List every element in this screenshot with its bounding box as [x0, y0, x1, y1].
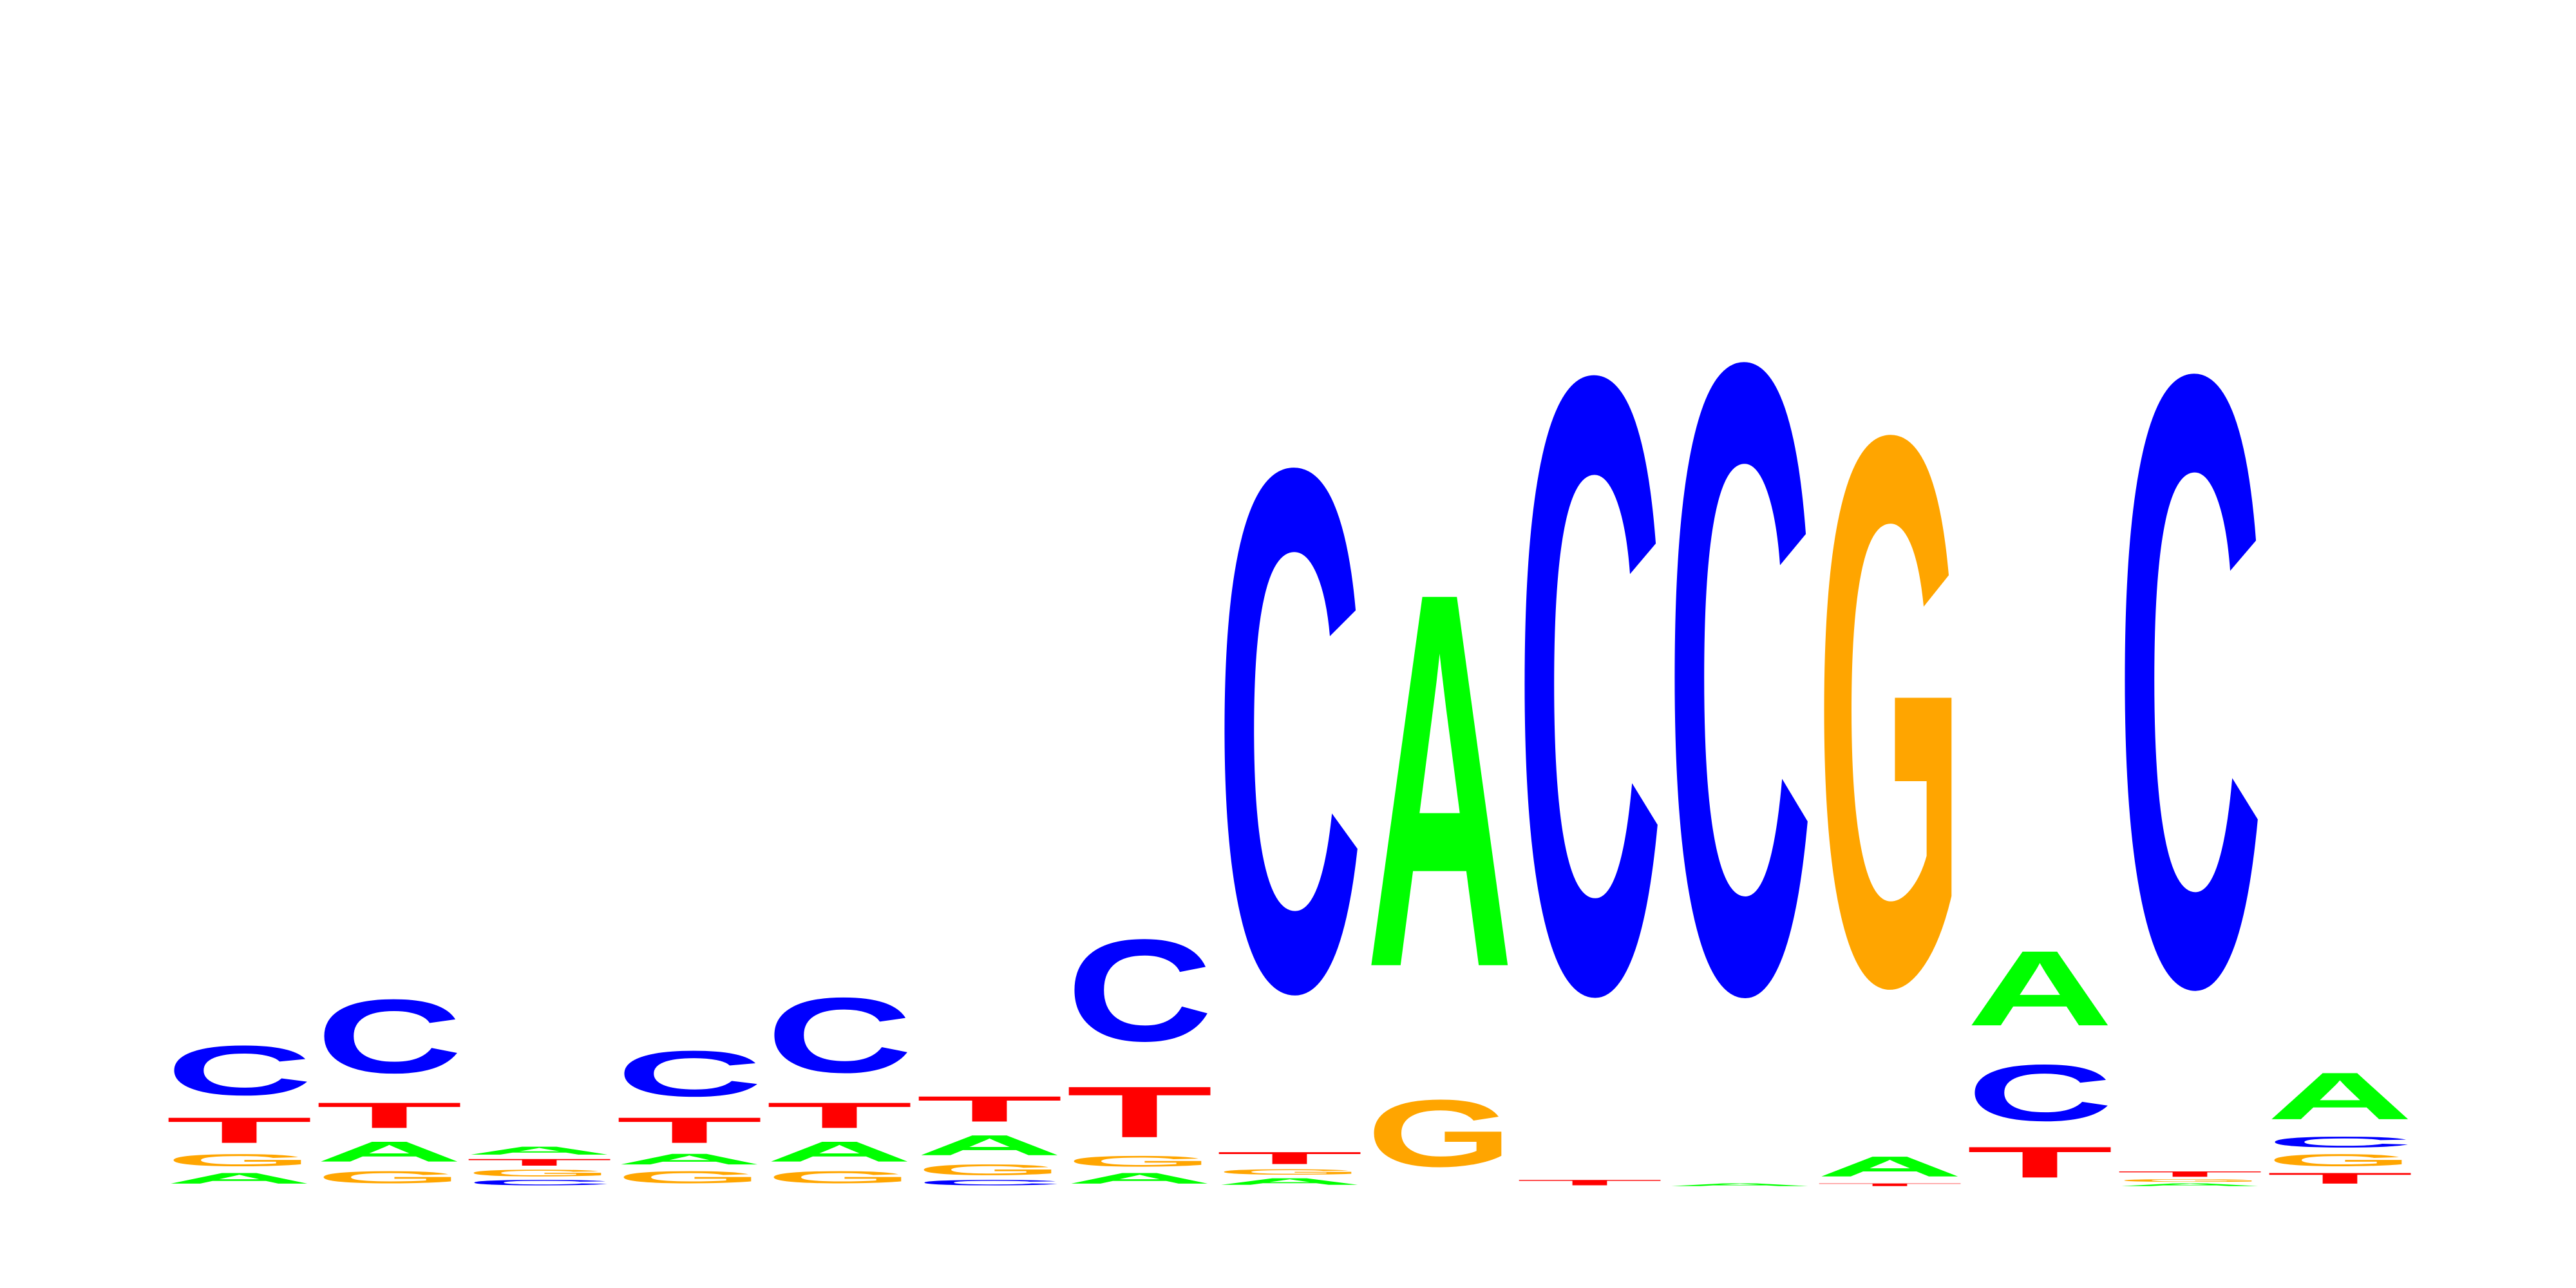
logo-letter-c: C [1217, 314, 1363, 1146]
logo-letter-t: T [2267, 1170, 2414, 1187]
logo-letter-a: A [1667, 1182, 1814, 1187]
logo-letter-g: G [1066, 1153, 1213, 1170]
logo-letter-c: C [2267, 1133, 2414, 1151]
logo-letter-t: T [616, 1110, 763, 1150]
logo-letter-g: G [2267, 1151, 2414, 1170]
logo-letter-c: C [916, 1179, 1063, 1187]
logo-letter-c: C [766, 976, 913, 1095]
logo-letter-t: T [1066, 1072, 1213, 1153]
logo-letter-c: C [1667, 176, 1814, 1180]
logo-letter-t: T [1967, 1137, 2114, 1186]
logo-letter-g: G [316, 1168, 463, 1187]
logo-column-11: AC [1667, 176, 1814, 1187]
logo-column-10: TC [1517, 194, 1663, 1187]
logo-letter-c: C [1066, 910, 1213, 1072]
logo-column-13: TCA [1967, 929, 2114, 1187]
logo-letter-t: T [916, 1088, 1063, 1129]
logo-letter-t: T [766, 1095, 913, 1135]
logo-letter-t: T [1817, 1182, 1964, 1187]
logo-letter-c: C [616, 1037, 763, 1110]
logo-letter-g: G [1367, 1081, 1513, 1187]
logo-column-9: GA [1367, 482, 1513, 1187]
logo-letter-a: A [766, 1135, 913, 1168]
logo-letter-c: C [466, 1179, 613, 1187]
logo-letter-a: A [916, 1129, 1063, 1161]
logo-letter-c: C [1967, 1048, 2114, 1137]
logo-letter-a: A [616, 1151, 763, 1168]
logo-letter-g: G [166, 1151, 313, 1170]
logo-letter-t: T [316, 1095, 463, 1135]
logo-letter-a: A [1066, 1170, 1213, 1187]
logo-letter-g: G [466, 1168, 613, 1179]
logo-letter-a: A [466, 1144, 613, 1157]
logo-letter-a: A [1367, 482, 1513, 1079]
logo-letter-a: A [2117, 1182, 2264, 1187]
logo-letter-t: T [166, 1110, 313, 1150]
logo-letter-c: C [2117, 194, 2264, 1168]
logo-letter-a: A [1817, 1151, 1964, 1183]
logo-letter-t: T [1217, 1148, 1363, 1168]
logo-letter-g: G [616, 1168, 763, 1187]
logo-letter-g: G [2117, 1179, 2264, 1183]
logo-letter-t: T [2117, 1170, 2264, 1178]
logo-letter-c: C [1517, 194, 1663, 1177]
logo-letter-t: T [1517, 1179, 1663, 1187]
logo-letter-c: C [166, 1031, 313, 1110]
logo-letter-a: A [316, 1135, 463, 1168]
logo-letter-g: G [1217, 1168, 1363, 1176]
logo-letter-a: A [1967, 929, 2114, 1048]
logo-letter-g: G [1817, 273, 1964, 1149]
logo-letter-a: A [1217, 1176, 1363, 1187]
logo-letter-g: G [916, 1161, 1063, 1178]
logo-column-12: TAG [1817, 273, 1964, 1187]
logo-letter-t: T [466, 1157, 613, 1168]
logo-letter-g: G [766, 1168, 913, 1187]
logo-letter-c: C [316, 978, 463, 1095]
logo-letter-a: A [166, 1170, 313, 1187]
logo-letter-a: A [2267, 1059, 2414, 1133]
